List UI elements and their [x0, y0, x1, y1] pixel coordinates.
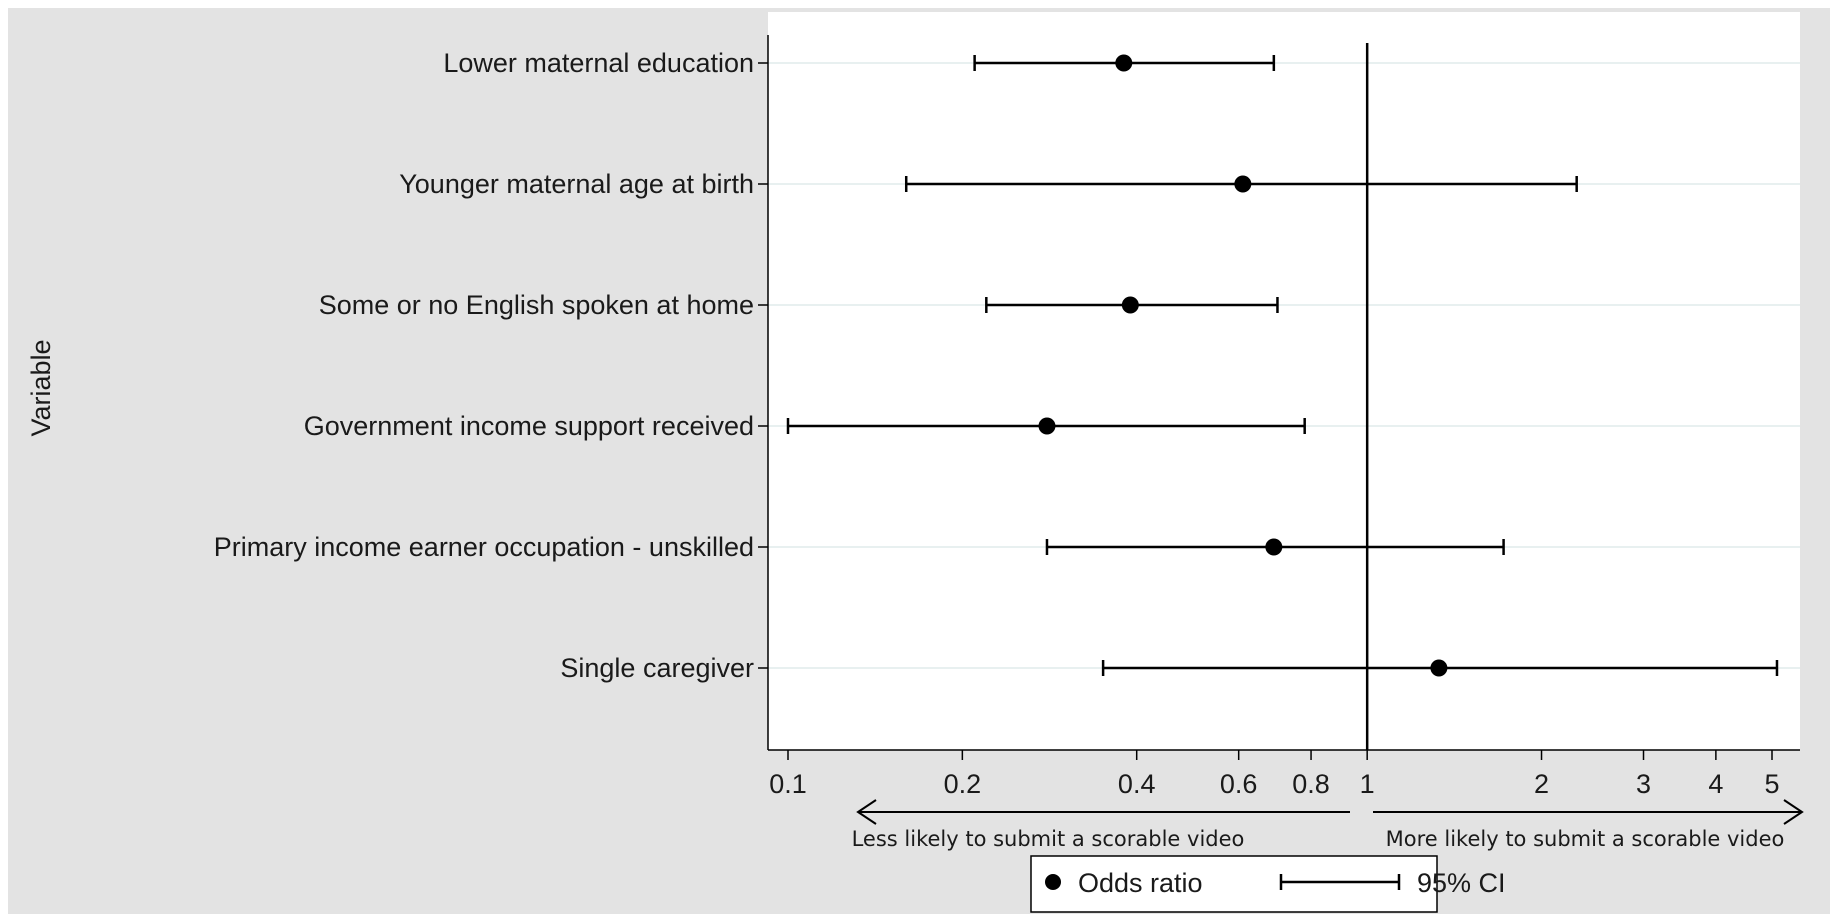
x-tick-label: 0.1 — [769, 769, 807, 799]
x-tick-label: 5 — [1764, 769, 1779, 799]
odds-ratio-point — [1038, 417, 1056, 435]
left-annotation-text: Less likely to submit a scorable video — [852, 827, 1245, 851]
legend-label-ci: 95% CI — [1417, 868, 1506, 898]
y-tick-label: Primary income earner occupation - unski… — [214, 532, 754, 562]
y-tick-label: Younger maternal age at birth — [399, 169, 754, 199]
direction-annotation-left: Less likely to submit a scorable video — [852, 799, 1350, 851]
x-tick-label: 2 — [1534, 769, 1549, 799]
y-axis-title: Variable — [26, 339, 56, 436]
y-tick-label: Government income support received — [304, 411, 754, 441]
odds-ratio-point — [1115, 54, 1133, 72]
y-tick-label: Lower maternal education — [443, 48, 754, 78]
data-marks — [786, 54, 1779, 677]
x-tick-label: 1 — [1360, 769, 1375, 799]
odds-ratio-point — [1121, 296, 1139, 314]
y-tick-labels: Lower maternal education Younger maternal… — [214, 48, 768, 683]
legend-box — [1030, 855, 1438, 913]
right-annotation-text: More likely to submit a scorable video — [1386, 827, 1785, 851]
y-tick-label: Single caregiver — [560, 653, 754, 683]
legend-label-odds-ratio: Odds ratio — [1078, 868, 1203, 898]
legend: Odds ratio 95% CI — [1030, 855, 1506, 913]
x-tick-label: 0.8 — [1292, 769, 1330, 799]
x-tick-label: 0.2 — [944, 769, 982, 799]
x-tick-label: 3 — [1636, 769, 1651, 799]
x-ticks: 0.1 0.2 0.4 0.6 0.8 1 2 3 4 5 — [769, 750, 1780, 799]
odds-ratio-point — [1265, 538, 1283, 556]
legend-marker-odds-ratio — [1045, 874, 1061, 890]
x-tick-label: 0.4 — [1118, 769, 1156, 799]
x-tick-label: 4 — [1708, 769, 1723, 799]
left-arrow-head — [856, 799, 877, 825]
y-tick-label: Some or no English spoken at home — [319, 290, 754, 320]
right-arrow-head — [1783, 799, 1804, 825]
x-tick-label: 0.6 — [1220, 769, 1258, 799]
plot-area — [768, 12, 1800, 750]
axes — [767, 35, 1800, 751]
odds-ratio-point — [1430, 659, 1448, 677]
odds-ratio-point — [1234, 175, 1252, 193]
direction-annotation-right: More likely to submit a scorable video — [1373, 799, 1804, 851]
